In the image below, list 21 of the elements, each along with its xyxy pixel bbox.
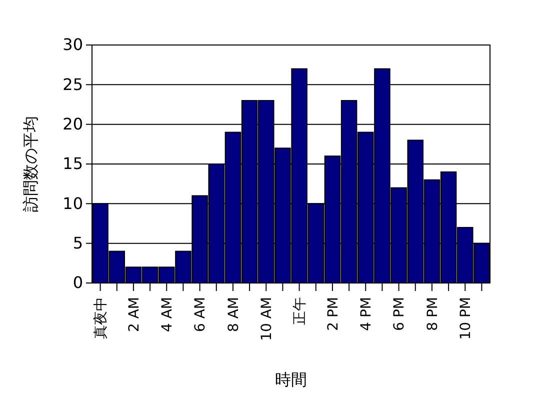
x-tick-label: 4 AM (160, 297, 176, 332)
y-tick-label: 5 (72, 233, 83, 252)
y-axis-title: 訪問数の平均 (21, 116, 40, 212)
x-tick-label: 2 AM (126, 297, 142, 332)
x-tick-label: 10 PM (458, 297, 474, 340)
x-tick-label: 2 PM (325, 297, 342, 331)
x-tick-label: 正午 (292, 297, 308, 325)
x-tick-label: 6 PM (392, 297, 408, 331)
y-tick-label: 15 (62, 154, 83, 174)
x-tick-label: 8 PM (424, 297, 441, 331)
x-tick-label: 8 AM (226, 297, 242, 332)
y-tick-label: 20 (62, 114, 83, 134)
y-tick-label: 10 (62, 194, 83, 213)
y-tick-label: 25 (62, 74, 83, 94)
x-tick-label: 6 AM (192, 297, 209, 332)
y-tick-label: 0 (72, 273, 83, 292)
x-tick-label: 10 AM (259, 297, 276, 341)
x-tick-label: 4 PM (358, 297, 375, 331)
y-tick-label: 30 (62, 35, 83, 54)
x-tick-label: 真夜中 (93, 297, 110, 339)
x-axis-title: 時間 (275, 370, 307, 389)
